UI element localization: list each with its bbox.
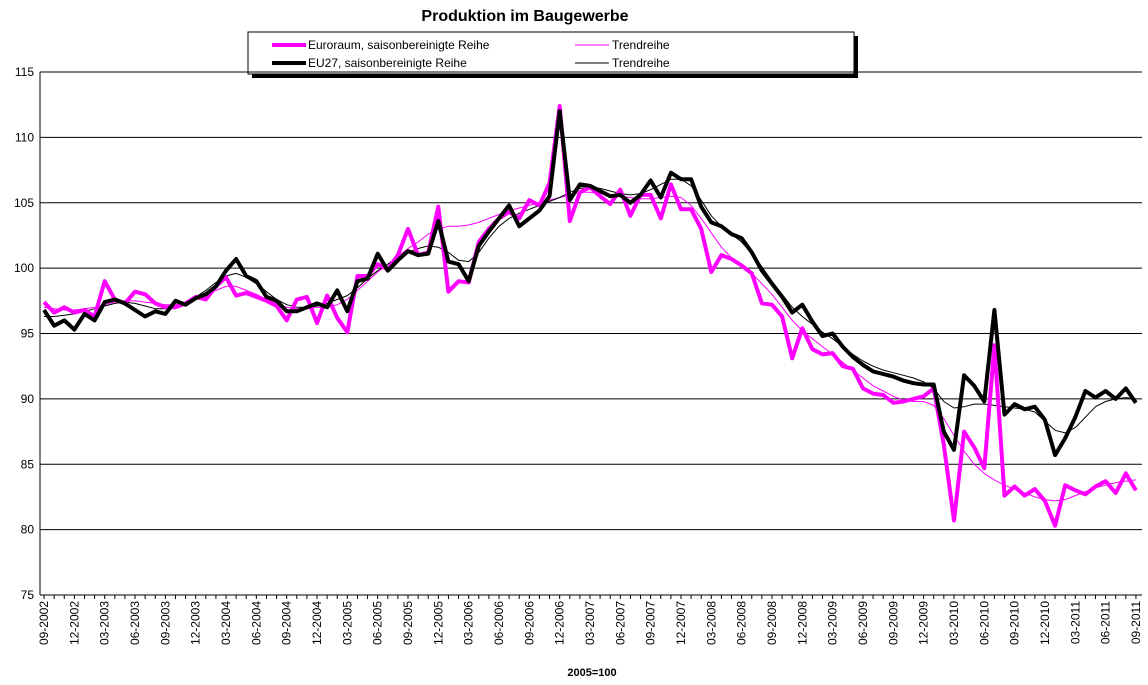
series-line: [42, 109, 1138, 458]
x-tick-label: 09-2004: [280, 601, 294, 645]
x-tick-label: 06-2010: [977, 601, 991, 645]
legend-label: EU27, saisonbereinigte Reihe: [308, 56, 467, 70]
x-tick-label: 06-2007: [613, 601, 627, 645]
x-tick-label: 09-2008: [765, 601, 779, 645]
y-tick-label: 105: [14, 196, 34, 210]
x-tick-label: 03-2008: [704, 601, 718, 645]
x-tick-label: 09-2011: [1129, 601, 1143, 644]
y-tick-label: 110: [15, 130, 34, 144]
x-tick-label: 09-2007: [644, 601, 658, 645]
series-line: [44, 178, 1136, 434]
x-tick-label: 12-2006: [553, 601, 567, 645]
x-tick-label: 03-2010: [947, 601, 961, 645]
x-tick-label: 06-2003: [128, 601, 142, 645]
x-tick-label: 12-2009: [917, 601, 931, 645]
x-tick-label: 09-2003: [158, 601, 172, 645]
legend-label: Trendreihe: [612, 56, 670, 70]
x-tick-label: 03-2003: [98, 601, 112, 645]
x-tick-label: 09-2006: [522, 601, 536, 645]
x-tick-label: 09-2010: [1008, 601, 1022, 645]
x-tick-label: 06-2004: [249, 601, 263, 645]
x-axis-title: 2005=100: [567, 667, 616, 679]
x-tick-label: 12-2005: [431, 601, 445, 645]
x-tick-label: 12-2007: [674, 601, 688, 645]
y-tick-label: 80: [21, 523, 35, 537]
x-tick-label: 12-2008: [795, 601, 809, 645]
x-tick-label: 03-2007: [583, 601, 597, 645]
x-tick-label: 12-2004: [310, 601, 324, 645]
x-tick-label: 09-2009: [886, 601, 900, 645]
x-tick-label: 06-2008: [735, 601, 749, 645]
x-tick-label: 03-2009: [826, 601, 840, 645]
chart-title: Produktion im Baugewerbe: [421, 8, 628, 25]
x-tick-label: 06-2005: [371, 601, 385, 645]
series-line: [43, 191, 1136, 502]
legend-label: Trendreihe: [612, 38, 670, 52]
x-tick-label: 09-2005: [401, 601, 415, 645]
y-tick-label: 85: [21, 457, 35, 471]
x-tick-label: 03-2011: [1068, 601, 1082, 644]
x-tick-label: 12-2003: [189, 601, 203, 645]
legend-box: [247, 31, 855, 75]
x-tick-label: 03-2005: [340, 601, 354, 645]
series-line: [42, 104, 1138, 528]
x-tick-label: 03-2006: [462, 601, 476, 645]
x-tick-label: 06-2011: [1099, 601, 1113, 644]
legend-label: Euroraum, saisonbereinigte Reihe: [308, 38, 490, 52]
x-tick-label: 12-2010: [1038, 601, 1052, 645]
x-tick-label: 12-2002: [67, 601, 81, 645]
y-tick-label: 95: [21, 327, 35, 341]
x-tick-label: 09-2002: [37, 601, 51, 645]
x-tick-label: 06-2006: [492, 601, 506, 645]
x-tick-label: 03-2004: [219, 601, 233, 645]
y-tick-label: 100: [14, 261, 34, 275]
x-tick-label: 06-2009: [856, 601, 870, 645]
y-tick-label: 90: [21, 392, 35, 406]
y-tick-label: 115: [15, 65, 34, 79]
y-tick-label: 75: [21, 588, 35, 602]
